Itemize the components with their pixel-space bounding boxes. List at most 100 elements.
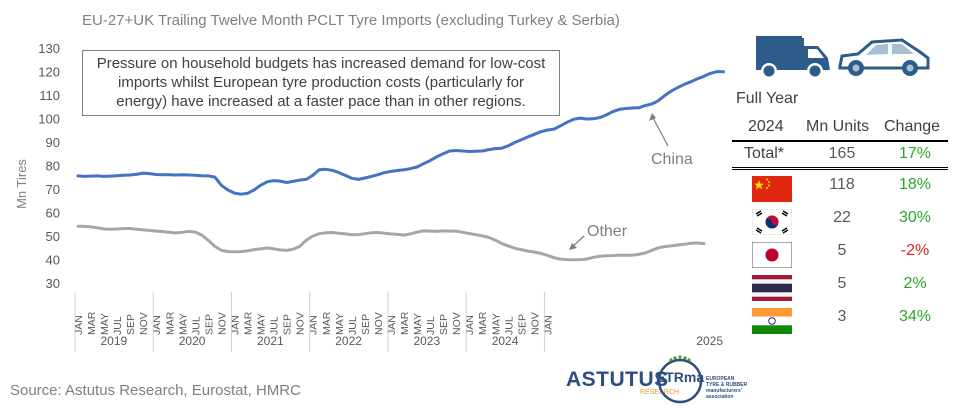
year-label: 2021 xyxy=(257,334,284,348)
total-units: 165 xyxy=(828,145,856,162)
total-rule xyxy=(732,167,948,170)
x-tick-label: SEP xyxy=(360,314,372,335)
total-label: Total* xyxy=(744,145,785,162)
table-row: 5 -2% xyxy=(732,242,948,272)
row-units: 5 xyxy=(837,242,847,259)
row-change: 18% xyxy=(898,176,932,193)
x-tick-label: MAY xyxy=(256,313,268,335)
year-label: 2020 xyxy=(179,334,206,348)
table-row: 22 30% xyxy=(732,209,948,239)
x-tick-label: JAN xyxy=(464,315,476,335)
y-axis: 30 40 50 60 70 80 90 100 110 120 130 xyxy=(38,41,60,291)
callout-box: Pressure on household budgets has increa… xyxy=(82,50,560,116)
china-annotation-arrow xyxy=(651,115,669,147)
china-series-line xyxy=(76,70,725,196)
x-tick-label: NOV xyxy=(295,312,307,335)
year-label: 2019 xyxy=(101,334,128,348)
col-units: Mn Units xyxy=(806,118,870,135)
india-flag-icon xyxy=(752,308,792,334)
row-units: 3 xyxy=(837,308,847,325)
source-note: Source: Astutus Research, Eurostat, HMRC xyxy=(10,382,301,399)
japan-flag-icon xyxy=(752,242,792,268)
x-tick-label: JUL xyxy=(190,316,202,335)
x-tick-label: SEP xyxy=(125,314,137,335)
table-row: 5 2% xyxy=(732,275,948,305)
y-tick-label: 30 xyxy=(46,276,60,291)
x-tick-label: SEP xyxy=(203,314,215,335)
x-tick-label: MAY xyxy=(334,313,346,335)
total-change: 17% xyxy=(898,145,932,162)
china-flag-icon xyxy=(752,176,792,202)
y-tick-label: 120 xyxy=(38,65,60,80)
x-tick-label: NOV xyxy=(373,312,385,335)
y-tick-label: 100 xyxy=(38,112,60,127)
y-tick-label: 60 xyxy=(46,206,60,221)
x-tick-label: MAR xyxy=(399,311,411,335)
china-annotation-label: China xyxy=(651,151,693,168)
x-tick-label: MAR xyxy=(477,311,489,335)
x-tick-label: JUL xyxy=(503,316,515,335)
x-tick-label: JAN xyxy=(542,315,554,335)
other-arrow-head xyxy=(569,243,577,250)
x-tick-label: NOV xyxy=(138,312,150,335)
row-change: 30% xyxy=(898,209,932,226)
x-tick-label: MAR xyxy=(243,311,255,335)
x-tick-label: MAR xyxy=(86,311,98,335)
col-change: Change xyxy=(884,118,941,135)
x-tick-label: MAR xyxy=(321,311,333,335)
x-tick-label: MAY xyxy=(177,313,189,335)
x-tick-label: JAN xyxy=(229,315,241,335)
x-tick-label: JUL xyxy=(112,316,124,335)
y-tick-label: 50 xyxy=(46,229,60,244)
row-change: 2% xyxy=(903,275,927,292)
row-units: 22 xyxy=(833,209,851,226)
table-row: 118 18% xyxy=(732,176,948,206)
x-tick-label: JUL xyxy=(425,316,437,335)
thailand-flag-icon xyxy=(752,275,792,301)
x-tick-label: JUL xyxy=(269,316,281,335)
y-tick-label: 90 xyxy=(46,135,60,150)
x-axis: JAN MAR MAY JUL SEP NOV JAN MAR MAY JUL SEP NOV JAN M… xyxy=(73,292,723,352)
year-label: 2022 xyxy=(335,334,362,348)
x-tick-label: NOV xyxy=(451,312,463,335)
x-tick-label: SEP xyxy=(438,314,450,335)
x-tick-label: MAY xyxy=(412,313,424,335)
x-tick-label: JAN xyxy=(308,315,320,335)
x-tick-label: MAY xyxy=(490,313,502,335)
x-tick-label: SEP xyxy=(516,314,528,335)
chart-title: EU-27+UK Trailing Twelve Month PCLT Tyre… xyxy=(82,12,620,29)
annotation-layer xyxy=(569,113,669,250)
row-units: 118 xyxy=(829,176,855,193)
year-label: 2025 xyxy=(696,334,723,348)
x-tick-label: NOV xyxy=(529,312,541,335)
x-tick-label: JUL xyxy=(347,316,359,335)
y-axis-label: Mn Tires xyxy=(14,159,29,209)
series-layer xyxy=(76,70,725,262)
year-label: 2023 xyxy=(413,334,440,348)
y-tick-label: 70 xyxy=(46,182,60,197)
other-annotation-label: Other xyxy=(587,223,628,240)
row-units: 5 xyxy=(837,275,847,292)
row-change: 34% xyxy=(898,308,932,325)
etrma-logo-caption: EUROPEAN TYRE & RUBBER manufacturers' as… xyxy=(706,376,748,400)
y-tick-label: 80 xyxy=(46,159,60,174)
etrma-logo: ETRma xyxy=(656,355,704,404)
astutus-logo-sub: RESEARCH xyxy=(640,389,679,396)
header-rule xyxy=(732,140,948,142)
y-tick-label: 130 xyxy=(38,41,60,56)
table-row: 3 34% xyxy=(732,308,948,338)
south-korea-flag-icon xyxy=(752,209,792,235)
x-tick-label: SEP xyxy=(282,314,294,335)
x-tick-label: MAR xyxy=(164,311,176,335)
col-year: 2024 xyxy=(748,118,784,135)
x-tick-label: MAY xyxy=(99,313,111,335)
row-change: -2% xyxy=(900,242,930,259)
year-label: 2024 xyxy=(492,334,519,348)
y-tick-label: 110 xyxy=(39,88,60,103)
x-tick-label: JAN xyxy=(73,315,85,335)
astutus-logo: ASTUTUS xyxy=(566,368,669,391)
x-tick-label: JAN xyxy=(386,315,398,335)
x-tick-label: JAN xyxy=(151,315,163,335)
table-heading: Full Year xyxy=(736,90,799,107)
